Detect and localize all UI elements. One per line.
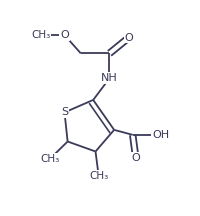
Text: O: O <box>131 153 140 163</box>
Text: S: S <box>61 107 68 118</box>
Text: NH: NH <box>101 73 118 83</box>
Text: O: O <box>60 30 69 40</box>
Text: OH: OH <box>152 130 169 140</box>
Text: O: O <box>124 33 133 43</box>
Text: CH₃: CH₃ <box>40 154 59 164</box>
Text: CH₃: CH₃ <box>89 171 108 181</box>
Text: CH₃: CH₃ <box>31 30 50 40</box>
